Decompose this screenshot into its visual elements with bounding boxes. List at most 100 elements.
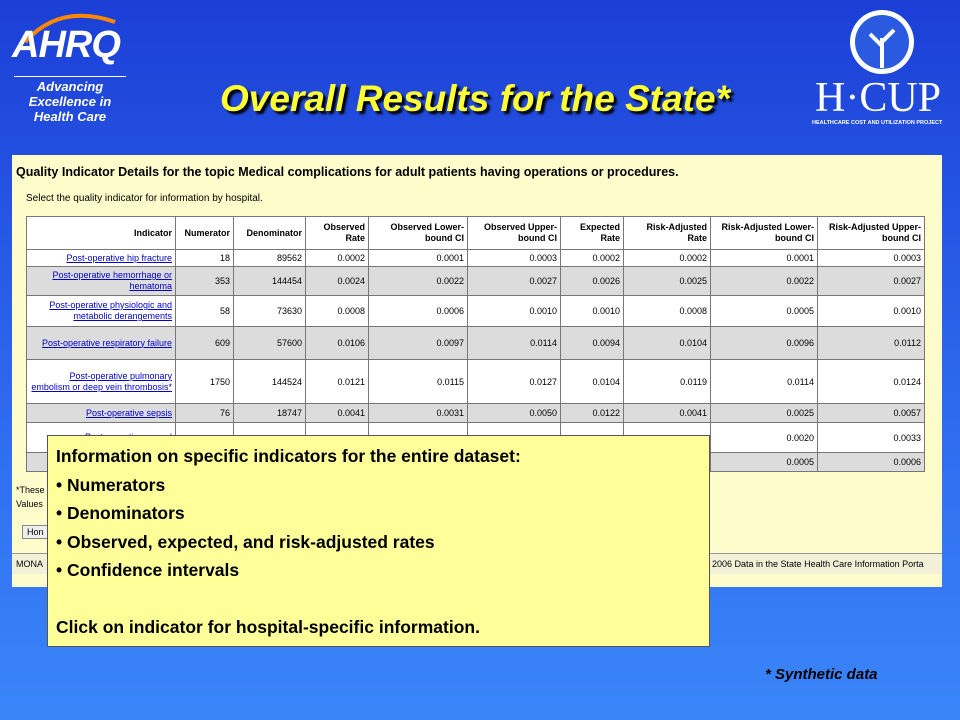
cell: 0.0104 <box>560 359 624 404</box>
column-header: Denominator <box>233 216 306 250</box>
bullet-item: • Observed, expected, and risk-adjusted … <box>56 528 701 557</box>
table-row: Post-operative pulmonary embolism or dee… <box>26 359 925 404</box>
cell: 0.0127 <box>467 359 561 404</box>
home-button[interactable]: Hon <box>22 525 49 539</box>
indicator-link[interactable]: Post-operative hip fracture <box>66 252 172 263</box>
cell: 0.0027 <box>817 266 925 296</box>
cell: 1750 <box>175 359 234 404</box>
cell: 0.0005 <box>710 452 818 472</box>
cell: 0.0031 <box>368 403 468 423</box>
cell: Post-operative pulmonary embolism or dee… <box>26 359 176 404</box>
column-header: Risk-Adjusted Rate <box>623 216 711 250</box>
cell: 0.0020 <box>710 422 818 453</box>
cell: 353 <box>175 266 234 296</box>
indicator-link[interactable]: Post-operative respiratory failure <box>41 337 172 348</box>
cell: 58 <box>175 295 234 327</box>
cell: 73630 <box>233 295 306 327</box>
hcup-emblem <box>850 10 914 74</box>
cell: 609 <box>175 326 234 360</box>
project-logo: H·CUP <box>815 75 942 121</box>
bullet-text: Numerators <box>67 474 166 495</box>
cell: Post-operative sepsis <box>26 403 176 423</box>
bullet-text: Denominators <box>67 503 185 523</box>
cell: 0.0001 <box>368 249 468 267</box>
cell: 0.0008 <box>623 295 711 327</box>
cell: 0.0010 <box>467 295 561 327</box>
cell: 0.0026 <box>560 266 624 296</box>
cell: 0.0094 <box>560 326 624 360</box>
bullet-text: Observed, expected, and risk-adjusted ra… <box>67 531 435 552</box>
cell: 0.0115 <box>368 359 468 404</box>
ahrq-swoosh <box>23 13 116 44</box>
cell: 18 <box>175 249 234 267</box>
bullet-dot: • <box>56 503 67 523</box>
cell: 0.0057 <box>817 403 925 423</box>
indicator-link[interactable]: Post-operative hemorrhage or hematoma <box>52 270 172 291</box>
callout-intro: Information on specific indicators for t… <box>56 446 521 466</box>
cell: 0.0106 <box>305 326 369 360</box>
column-header: Expected Rate <box>560 216 624 250</box>
cell: 0.0001 <box>710 249 818 267</box>
table-row: Post-operative physiologic and metabolic… <box>26 295 925 327</box>
cell: 0.0002 <box>623 249 711 267</box>
cell: 76 <box>175 403 234 423</box>
footnote: Values <box>16 499 43 509</box>
cell: 0.0025 <box>623 266 711 296</box>
bullet-item: • Confidence intervals <box>56 556 701 585</box>
cell: Post-operative hemorrhage or hematoma <box>26 266 176 296</box>
cell: 0.0104 <box>623 326 711 360</box>
column-header: Observed Lower-bound CI <box>368 216 468 250</box>
cell: 0.0025 <box>710 403 818 423</box>
cell: 0.0122 <box>560 403 624 423</box>
column-header: Observed Upper-bound CI <box>467 216 561 250</box>
cell: 18747 <box>233 403 306 423</box>
cell: 0.0010 <box>560 295 624 327</box>
cell: 0.0006 <box>368 295 468 327</box>
cell: Post-operative respiratory failure <box>26 326 176 360</box>
results-table: Indicator Numerator Denominator Observed Ra… <box>26 216 925 472</box>
cell: Post-operative physiologic and metabolic… <box>26 295 176 327</box>
cell: 144524 <box>233 359 306 404</box>
column-header: Risk-Adjusted Lower-bound CI <box>710 216 818 250</box>
cell: 0.0008 <box>305 295 369 327</box>
cell: 0.0097 <box>368 326 468 360</box>
slide-title: Overall Results for the State* <box>220 78 730 119</box>
cell: 0.0024 <box>305 266 369 296</box>
bullet-list: • Numerators • Denominators • Observed, ex… <box>56 471 701 585</box>
cell: 0.0114 <box>710 359 818 404</box>
cell: 0.0041 <box>305 403 369 423</box>
status-left: MONA <box>16 559 43 569</box>
table-row: Post-operative hip fracture 18 89562 0.0002… <box>26 249 925 267</box>
bullet-dot: • <box>56 474 67 495</box>
agency-logo: AHRQ <box>12 24 121 66</box>
instruction: Select the quality indicator for informa… <box>26 193 263 204</box>
table-row: Post-operative respiratory failure 609 576… <box>26 326 925 360</box>
cell: 0.0022 <box>368 266 468 296</box>
cell: 0.0005 <box>710 295 818 327</box>
column-header: Indicator <box>26 216 176 250</box>
indicator-link[interactable]: Post-operative sepsis <box>85 407 172 418</box>
cell: 0.0096 <box>710 326 818 360</box>
agency-tagline: Advancing Excellence in Health Care <box>14 76 126 124</box>
bullet-text: Confidence intervals <box>67 560 240 580</box>
callout: Information on specific indicators for t… <box>47 435 710 647</box>
cell: 0.0033 <box>817 422 925 453</box>
cell: 0.0041 <box>623 403 711 423</box>
footnote: *These <box>16 485 45 495</box>
cell: 0.0112 <box>817 326 925 360</box>
column-header: Observed Rate <box>305 216 369 250</box>
cell: 0.0050 <box>467 403 561 423</box>
column-header: Numerator <box>175 216 234 250</box>
cell: 0.0006 <box>817 452 925 472</box>
project-name: HEALTHCARE COST AND UTILIZATION PROJECT <box>812 120 943 126</box>
cell: 0.0003 <box>467 249 561 267</box>
cell: Post-operative hip fracture <box>26 249 176 267</box>
bullet-item: • Denominators <box>56 499 701 528</box>
bullet-dot: • <box>56 560 67 580</box>
indicator-link[interactable]: Post-operative physiologic and metabolic… <box>49 300 172 321</box>
bullet-dot: • <box>56 531 67 552</box>
indicator-link[interactable]: Post-operative pulmonary embolism or dee… <box>31 370 172 392</box>
cell: 57600 <box>233 326 306 360</box>
column-header: Risk-Adjusted Upper-bound CI <box>817 216 925 250</box>
